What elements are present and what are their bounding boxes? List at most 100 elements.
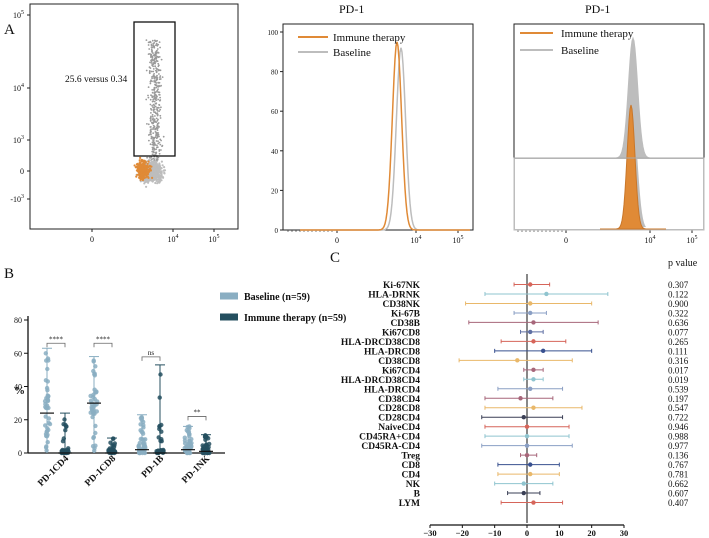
gate-percentage-label: 25.6 versus 0.34 (65, 75, 128, 85)
data-point (45, 379, 50, 384)
cell-event-gated (155, 158, 158, 161)
forest-row: CD8 0.767 (402, 460, 689, 471)
cell-event (156, 182, 159, 185)
cell-event-immune (143, 162, 146, 165)
cell-event-gated (149, 119, 152, 121)
p-value: 0.322 (668, 308, 688, 318)
p-value: 0.407 (668, 498, 689, 508)
cell-event-gated (149, 40, 152, 43)
cell-event-gated (151, 89, 154, 91)
cell-event-immune (142, 172, 145, 175)
point-estimate (531, 339, 536, 344)
p-value: 0.781 (668, 470, 688, 480)
data-point (187, 450, 193, 456)
cell-event-gated (156, 74, 158, 77)
cell-event-gated (158, 73, 160, 75)
y-tick-label: 60 (14, 349, 22, 358)
x-tick-label: 0 (335, 236, 339, 245)
cell-event-gated (159, 143, 162, 146)
cell-event-gated (149, 132, 152, 134)
cell-event-gated (154, 83, 156, 86)
cell-event-gated (151, 58, 154, 60)
cell-event (155, 168, 158, 171)
cell-event-gated (153, 73, 156, 75)
p-value: 0.017 (668, 365, 689, 375)
cell-event-gated (161, 76, 164, 78)
cell-event (151, 170, 154, 173)
cell-event (162, 176, 165, 179)
cell-event-immune (138, 159, 141, 162)
row-label: B (414, 490, 421, 500)
cell-event-immune (133, 164, 136, 167)
cell-event-gated (161, 145, 163, 148)
p-value: 0.607 (668, 489, 689, 499)
p-value: 0.077 (668, 327, 689, 337)
significance-label: **** (49, 335, 64, 343)
cell-event-gated (159, 114, 162, 117)
forest-row: CD28CD8 0.547 (378, 403, 688, 414)
forest-row: CD45RA+CD4 0.988 (359, 432, 689, 443)
cell-event-gated (155, 133, 158, 135)
cell-event-immune (137, 171, 140, 174)
legend-label-baseline: Baseline (561, 45, 599, 57)
cell-event-gated (155, 140, 158, 142)
cell-event-gated (151, 104, 154, 107)
cell-event-gated (152, 68, 155, 70)
forest-row: CD38NK 0.900 (383, 299, 689, 310)
cell-event-gated (150, 44, 153, 47)
cell-event-gated (148, 70, 151, 73)
y-tick-label: 104 (13, 83, 24, 93)
cell-event-gated (147, 94, 149, 97)
row-label: Treg (401, 452, 420, 462)
x-tick-label: 104 (411, 235, 422, 245)
cell-event-gated (155, 59, 158, 62)
cell-event-gated (157, 82, 160, 84)
row-label: CD4 (402, 471, 421, 481)
cell-event (161, 164, 164, 167)
p-value: 0.136 (668, 451, 689, 461)
y-tick-label: 40 (14, 383, 22, 392)
cell-event (150, 162, 153, 165)
forest-row: Ki-67NK 0.307 (383, 280, 689, 291)
cell-event-gated (147, 96, 150, 99)
forest-row: Treg 0.136 (401, 451, 688, 462)
cell-event-gated (152, 54, 155, 57)
y-axis-label: % (14, 385, 25, 397)
x-tick-label: 105 (687, 235, 698, 245)
cell-event-gated (157, 142, 160, 145)
cell-event-gated (147, 134, 150, 136)
cell-event-gated (151, 39, 154, 42)
cell-event-gated (149, 67, 152, 69)
cell-event (155, 172, 158, 175)
p-value: 0.946 (668, 422, 689, 432)
forest-row: HLA-DRCD38CD8 0.265 (341, 337, 689, 348)
cell-event (153, 160, 156, 163)
point-estimate (544, 291, 549, 297)
cell-event-gated (149, 103, 152, 106)
cell-event-gated (147, 123, 150, 126)
cell-event-gated (150, 94, 152, 97)
point-estimate (531, 405, 536, 410)
row-label: CD38B (390, 319, 420, 329)
data-point (46, 420, 51, 426)
cell-event-gated (150, 126, 152, 128)
cell-event-immune (143, 164, 146, 167)
cell-event-immune (147, 166, 150, 169)
cell-event-gated (145, 98, 148, 101)
significance-bracket (93, 342, 113, 348)
cell-event-gated (156, 134, 159, 137)
cell-event-gated (151, 153, 154, 156)
cell-event-gated (151, 91, 154, 94)
cell-event-gated (158, 91, 161, 94)
row-label: Ki67CD8 (382, 328, 420, 338)
cell-event-gated (153, 151, 155, 154)
cell-event-gated (160, 58, 163, 61)
x-tick-label: −20 (456, 528, 469, 538)
cell-event-gated (156, 146, 159, 149)
x-tick-label: 20 (587, 528, 596, 538)
y-tick-label: 60 (271, 108, 279, 116)
cell-event (154, 174, 158, 177)
cell-event-immune (142, 176, 145, 179)
